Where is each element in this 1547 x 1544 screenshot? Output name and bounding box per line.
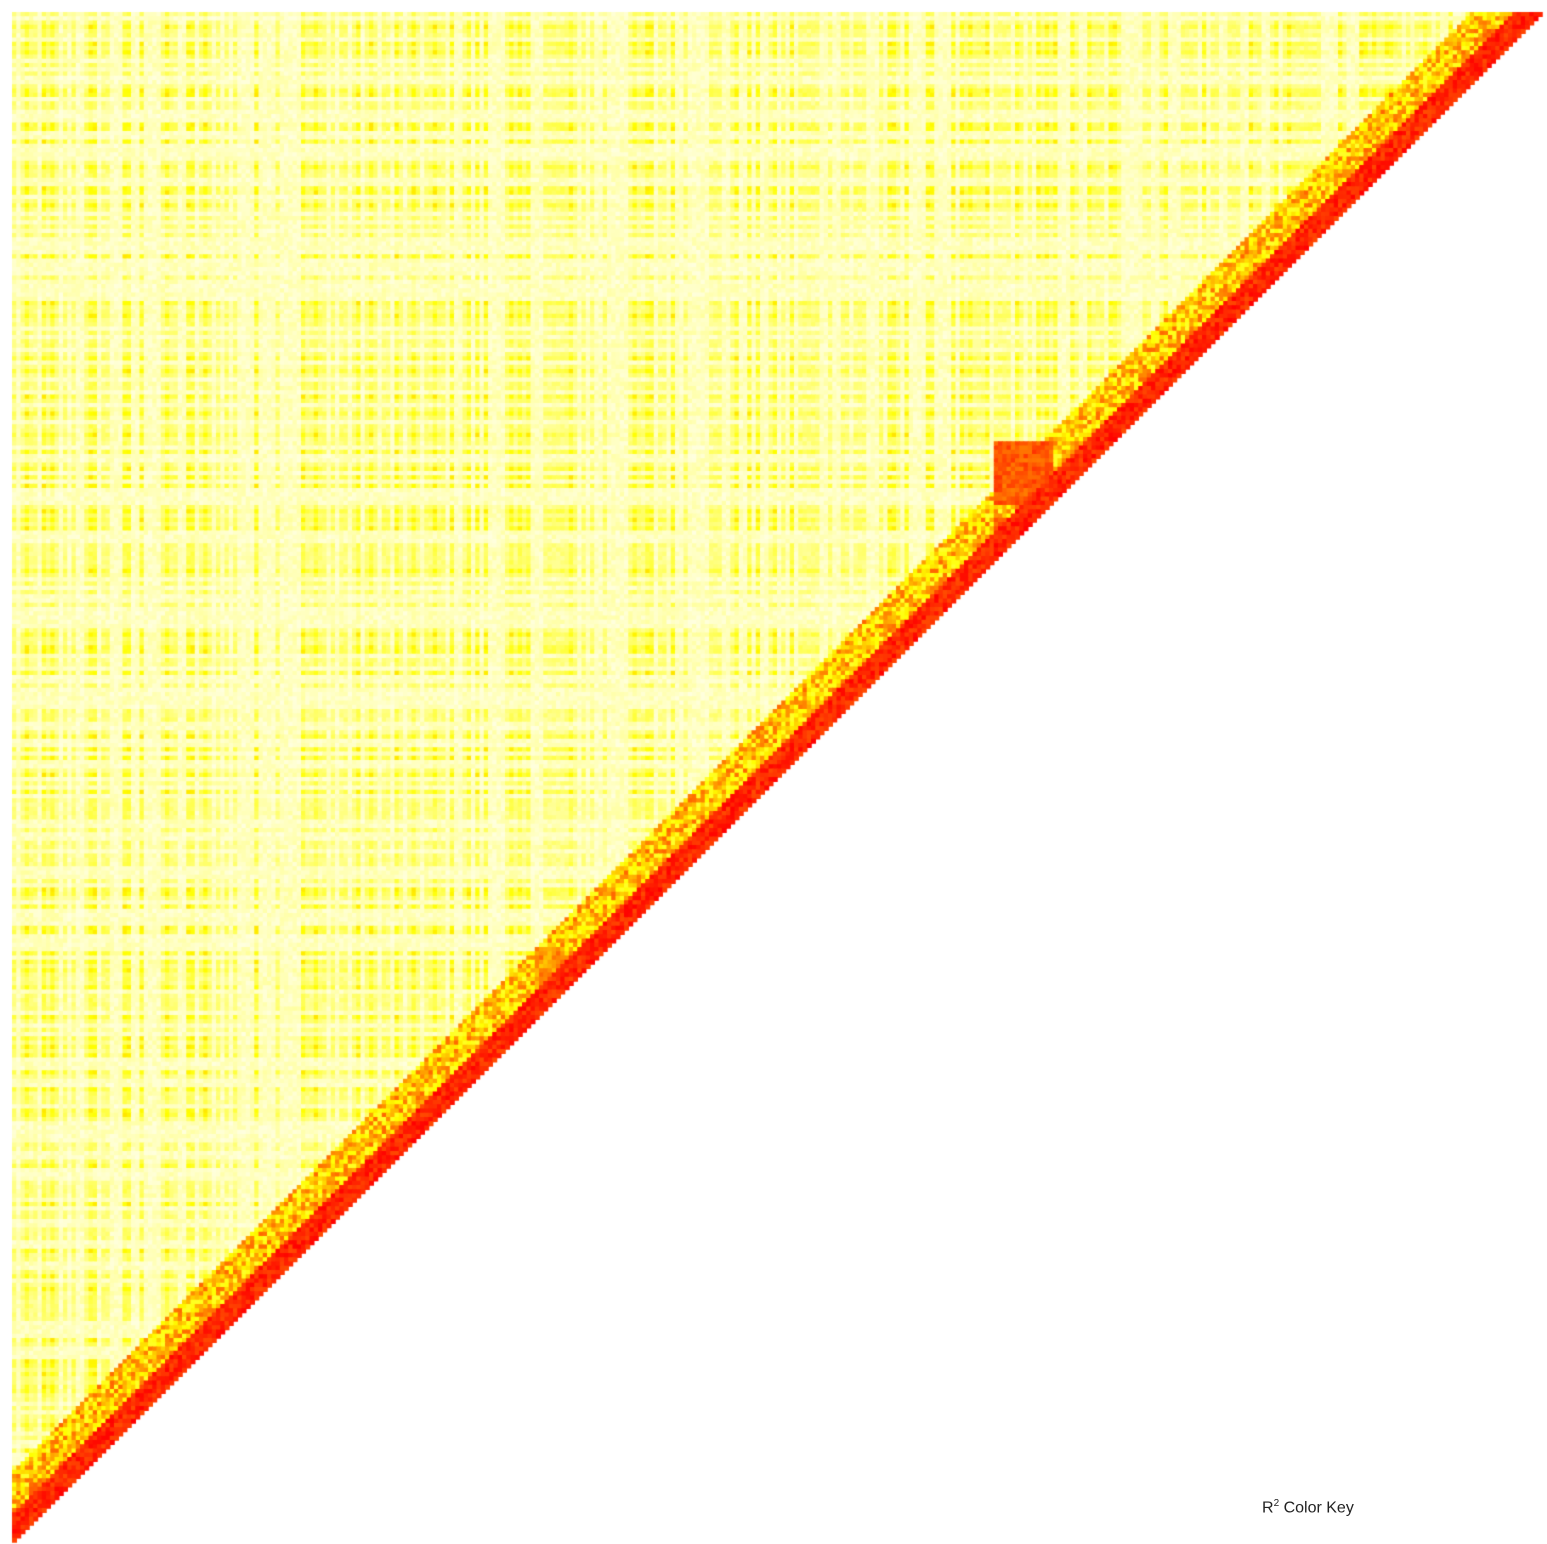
- color-key-text: Color Key: [1279, 1499, 1354, 1517]
- color-key-label: R2 Color Key: [1262, 1498, 1354, 1517]
- color-key-superscript: 2: [1273, 1498, 1280, 1509]
- color-key-main: R: [1262, 1499, 1274, 1517]
